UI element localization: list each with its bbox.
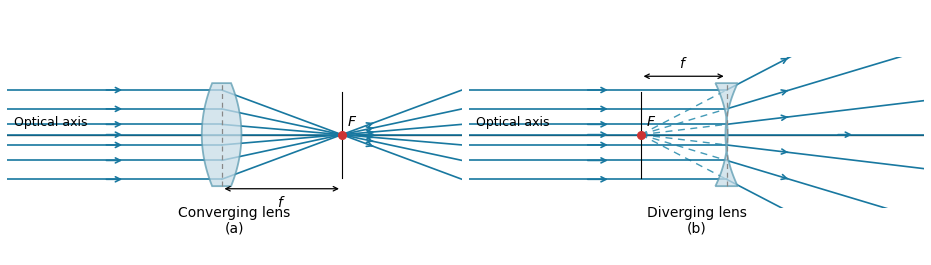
Text: $f$: $f$ [277,195,286,210]
Text: $f$: $f$ [680,56,688,71]
Text: Optical axis: Optical axis [14,117,88,130]
Text: Converging lens: Converging lens [179,206,290,220]
Polygon shape [202,83,241,186]
Text: Diverging lens: Diverging lens [646,206,747,220]
Text: $F$: $F$ [646,116,656,130]
Text: (a): (a) [224,221,244,235]
Text: (b): (b) [687,221,707,235]
Polygon shape [715,83,737,186]
Text: Optical axis: Optical axis [476,117,549,130]
Text: $F$: $F$ [347,116,358,130]
